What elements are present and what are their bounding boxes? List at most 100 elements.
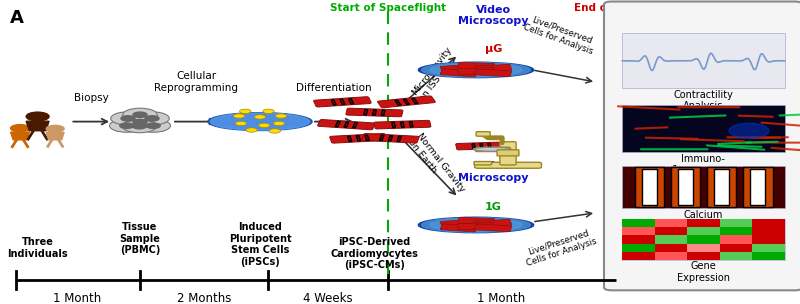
- FancyBboxPatch shape: [670, 167, 700, 207]
- FancyBboxPatch shape: [395, 100, 401, 105]
- FancyBboxPatch shape: [634, 167, 664, 207]
- FancyBboxPatch shape: [750, 169, 766, 205]
- Bar: [655, 235, 687, 244]
- Bar: [752, 235, 785, 244]
- Text: Microgravity
on ISS: Microgravity on ISS: [410, 45, 462, 104]
- Circle shape: [10, 125, 30, 132]
- Bar: [622, 227, 655, 235]
- Bar: [655, 244, 687, 252]
- FancyBboxPatch shape: [379, 135, 384, 140]
- Text: Biopsy: Biopsy: [74, 93, 109, 103]
- Circle shape: [254, 115, 266, 119]
- Ellipse shape: [474, 147, 511, 151]
- Bar: [622, 244, 655, 252]
- FancyBboxPatch shape: [378, 96, 435, 108]
- Circle shape: [46, 125, 64, 132]
- FancyBboxPatch shape: [622, 105, 785, 152]
- Bar: [752, 252, 785, 260]
- Text: Cellular
Reprogramming: Cellular Reprogramming: [154, 71, 238, 93]
- FancyBboxPatch shape: [440, 69, 478, 77]
- Bar: [720, 244, 752, 252]
- FancyBboxPatch shape: [474, 224, 512, 232]
- Circle shape: [122, 119, 157, 133]
- Bar: [622, 219, 655, 227]
- Bar: [622, 235, 655, 244]
- FancyBboxPatch shape: [346, 108, 403, 117]
- Circle shape: [133, 123, 146, 129]
- Text: μG: μG: [485, 44, 502, 54]
- Text: Three
Individuals: Three Individuals: [7, 237, 68, 259]
- FancyBboxPatch shape: [392, 122, 395, 127]
- Text: A: A: [10, 9, 23, 27]
- Bar: [720, 227, 752, 235]
- FancyBboxPatch shape: [362, 133, 419, 143]
- Text: 1G: 1G: [485, 202, 502, 212]
- FancyBboxPatch shape: [456, 142, 507, 150]
- FancyBboxPatch shape: [458, 62, 494, 69]
- Text: Live/Preserved
Cells for Analysis: Live/Preserved Cells for Analysis: [522, 226, 598, 268]
- Circle shape: [110, 112, 146, 125]
- FancyBboxPatch shape: [330, 133, 387, 143]
- FancyBboxPatch shape: [314, 97, 371, 107]
- FancyBboxPatch shape: [474, 219, 512, 227]
- Text: 2 Months: 2 Months: [177, 292, 231, 304]
- Circle shape: [258, 123, 270, 127]
- FancyBboxPatch shape: [365, 135, 370, 140]
- FancyBboxPatch shape: [340, 99, 345, 105]
- FancyBboxPatch shape: [474, 162, 542, 168]
- Text: Normal Gravity
on Earth: Normal Gravity on Earth: [406, 131, 466, 200]
- FancyBboxPatch shape: [403, 99, 410, 105]
- FancyBboxPatch shape: [374, 120, 431, 129]
- Bar: [655, 227, 687, 235]
- FancyBboxPatch shape: [440, 219, 478, 227]
- Text: iPSC-Derived
Cardiomyocytes
(iPSC-CMs): iPSC-Derived Cardiomyocytes (iPSC-CMs): [330, 237, 418, 270]
- Polygon shape: [10, 132, 30, 140]
- Text: Differentiation: Differentiation: [296, 83, 371, 93]
- Text: Gene
Expression: Gene Expression: [677, 261, 730, 283]
- Circle shape: [239, 109, 251, 113]
- Circle shape: [275, 114, 286, 118]
- Circle shape: [146, 123, 160, 128]
- Circle shape: [274, 121, 285, 126]
- Ellipse shape: [422, 63, 530, 77]
- FancyBboxPatch shape: [347, 136, 352, 141]
- Circle shape: [235, 121, 246, 126]
- Circle shape: [145, 116, 159, 121]
- FancyBboxPatch shape: [604, 2, 800, 290]
- Circle shape: [262, 109, 274, 113]
- Circle shape: [133, 112, 147, 117]
- Circle shape: [121, 116, 135, 121]
- Bar: [687, 227, 720, 235]
- Circle shape: [122, 116, 158, 129]
- Ellipse shape: [422, 218, 530, 232]
- FancyBboxPatch shape: [472, 144, 475, 149]
- Text: Contractility
Analysis: Contractility Analysis: [674, 90, 733, 111]
- Text: 4 Weeks: 4 Weeks: [303, 292, 353, 304]
- Bar: [752, 227, 785, 235]
- Bar: [655, 219, 687, 227]
- Circle shape: [110, 119, 144, 132]
- Bar: [752, 219, 785, 227]
- FancyBboxPatch shape: [743, 167, 773, 207]
- Text: End of Spaceflight: End of Spaceflight: [574, 3, 682, 13]
- FancyBboxPatch shape: [622, 33, 785, 88]
- FancyBboxPatch shape: [488, 143, 491, 148]
- Text: 1 Month: 1 Month: [54, 292, 102, 304]
- FancyBboxPatch shape: [356, 136, 361, 141]
- Text: 1 Month: 1 Month: [478, 292, 526, 304]
- FancyBboxPatch shape: [622, 166, 785, 208]
- Bar: [622, 252, 655, 260]
- FancyBboxPatch shape: [440, 64, 478, 72]
- Bar: [687, 235, 720, 244]
- FancyBboxPatch shape: [364, 110, 367, 115]
- Circle shape: [246, 128, 258, 132]
- Text: Induced
Pluripotent
Stem Cells
(iPSCs): Induced Pluripotent Stem Cells (iPSCs): [229, 222, 291, 267]
- Bar: [687, 219, 720, 227]
- FancyBboxPatch shape: [335, 122, 340, 127]
- FancyBboxPatch shape: [714, 169, 729, 205]
- Text: Immuno-
fluorescence: Immuno- fluorescence: [672, 154, 734, 175]
- Ellipse shape: [208, 113, 312, 130]
- Bar: [720, 219, 752, 227]
- Bar: [687, 244, 720, 252]
- FancyBboxPatch shape: [344, 122, 349, 127]
